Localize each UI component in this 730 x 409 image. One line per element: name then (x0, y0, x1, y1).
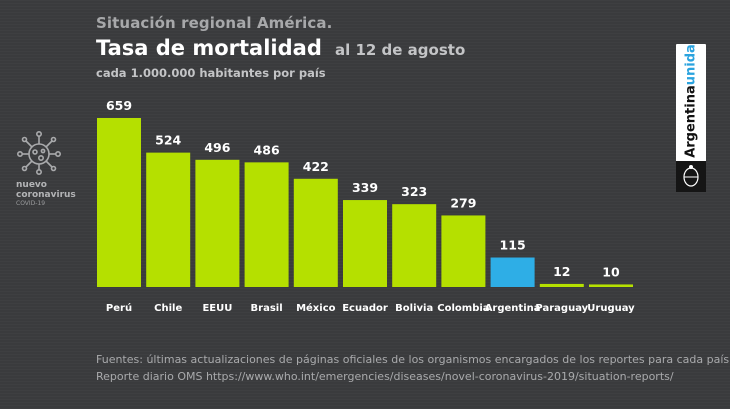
chart-header: Situación regional América. Tasa de mort… (96, 14, 465, 80)
category-label-brasil: Brasil (251, 303, 283, 314)
value-label-uruguay: 10 (602, 264, 620, 279)
footer-line-2: Reporte diario OMS https://www.who.int/e… (96, 370, 674, 383)
coronavirus-icon (16, 130, 61, 175)
category-label-uruguay: Uruguay (587, 303, 635, 314)
chart-title: Tasa de mortalidad (96, 36, 322, 60)
value-label-paraguay: 12 (553, 264, 570, 279)
category-label-colombia: Colombia (437, 303, 489, 314)
bar-bolivia (392, 204, 437, 287)
category-label-mexico: México (296, 302, 336, 314)
category-label-peru: Perú (106, 302, 132, 314)
value-label-argentina: 115 (500, 238, 526, 253)
bar-paraguay (539, 283, 584, 287)
bar-mexico (293, 178, 338, 287)
footer-line-1: Fuentes: últimas actualizaciones de pági… (96, 353, 730, 366)
category-label-argentina: Argentina (485, 303, 541, 314)
category-label-paraguay: Paraguay (535, 303, 588, 314)
value-label-mexico: 422 (303, 159, 329, 174)
value-label-ecuador: 339 (352, 180, 378, 195)
bar-colombia (441, 215, 486, 287)
category-label-eeuu: EEUU (202, 303, 232, 314)
chart-date: al 12 de agosto (334, 41, 466, 59)
value-label-chile: 524 (155, 133, 181, 148)
value-label-eeuu: 496 (204, 140, 230, 155)
value-label-colombia: 279 (450, 195, 476, 210)
chart-subtitle: cada 1.000.000 habitantes por país (96, 66, 326, 80)
bar-ecuador (343, 200, 387, 287)
sources-footer: Fuentes: últimas actualizaciones de pági… (96, 351, 730, 385)
coronavirus-badge: nuevo coronavirus COVID-19 (16, 130, 86, 208)
bar-uruguay (589, 284, 633, 287)
badge-line-1: nuevo (16, 180, 47, 190)
badge-line-2: coronavirus (16, 190, 76, 200)
category-label-ecuador: Ecuador (342, 303, 388, 314)
category-label-chile: Chile (154, 303, 182, 314)
bar-eeuu (195, 159, 240, 287)
badge-line-3: COVID-19 (16, 200, 46, 207)
value-label-brasil: 486 (254, 142, 280, 157)
bar-brasil (244, 162, 289, 287)
bar-chile (146, 152, 191, 287)
argentina-unida-badge: Argentinaunida (676, 44, 706, 192)
title-row: Tasa de mortalidad al 12 de agosto (96, 36, 465, 60)
bar-peru (97, 118, 141, 287)
value-label-peru: 659 (106, 98, 132, 113)
eyebrow-text: Situación regional América. (96, 14, 333, 32)
category-label-bolivia: Bolivia (395, 303, 433, 314)
bar-argentina (490, 257, 535, 287)
national-seal-icon (676, 161, 706, 192)
value-label-bolivia: 323 (401, 184, 427, 199)
